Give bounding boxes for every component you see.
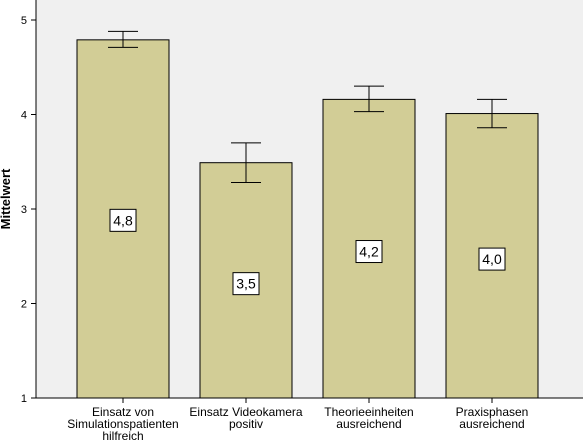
y-ticks: 1 2 3 4 5 bbox=[21, 15, 36, 405]
y-tick-label: 3 bbox=[21, 204, 27, 216]
x-category-label-line: Theorieeinheiten bbox=[324, 405, 413, 419]
y-tick-label: 1 bbox=[21, 393, 27, 405]
x-category-label-line: ausreichend bbox=[336, 417, 401, 431]
error-bar bbox=[108, 30, 138, 48]
data-label-box bbox=[232, 272, 260, 296]
error-bar bbox=[231, 142, 261, 184]
x-category-label-line: Einsatz von bbox=[92, 405, 154, 419]
data-label-box bbox=[109, 208, 137, 232]
x-category-label-line: positiv bbox=[229, 417, 263, 431]
data-label-text: 4,0 bbox=[482, 251, 502, 267]
data-label: 4,2 bbox=[355, 240, 383, 264]
data-label-box bbox=[478, 247, 506, 271]
data-label-box bbox=[355, 240, 383, 264]
x-category-label-line: ausreichend bbox=[459, 417, 524, 431]
error-bar bbox=[477, 98, 507, 129]
y-tick-label: 2 bbox=[21, 299, 27, 311]
y-tick-label: 5 bbox=[21, 15, 27, 27]
data-label: 3,5 bbox=[232, 272, 260, 296]
y-axis-label: Mittelwert bbox=[0, 168, 13, 229]
x-category-labels: Einsatz vonSimulationspatientenhilfreich… bbox=[67, 398, 528, 443]
error-bars bbox=[108, 30, 507, 184]
data-label: 4,8 bbox=[109, 208, 137, 232]
data-labels: 4,8 3,5 4,2 4,0 bbox=[109, 208, 506, 296]
y-tick-label: 4 bbox=[21, 110, 27, 122]
x-category-label-line: Praxisphasen bbox=[456, 405, 529, 419]
x-category-label-line: hilfreich bbox=[102, 429, 143, 443]
data-label-text: 3,5 bbox=[236, 276, 256, 292]
data-label-text: 4,2 bbox=[359, 244, 379, 260]
data-label: 4,0 bbox=[478, 247, 506, 271]
error-bar bbox=[354, 85, 384, 113]
x-category-label-line: Simulationspatienten bbox=[67, 417, 178, 431]
data-label-text: 4,8 bbox=[113, 212, 133, 228]
x-category-label-line: Einsatz Videokamera bbox=[189, 405, 303, 419]
